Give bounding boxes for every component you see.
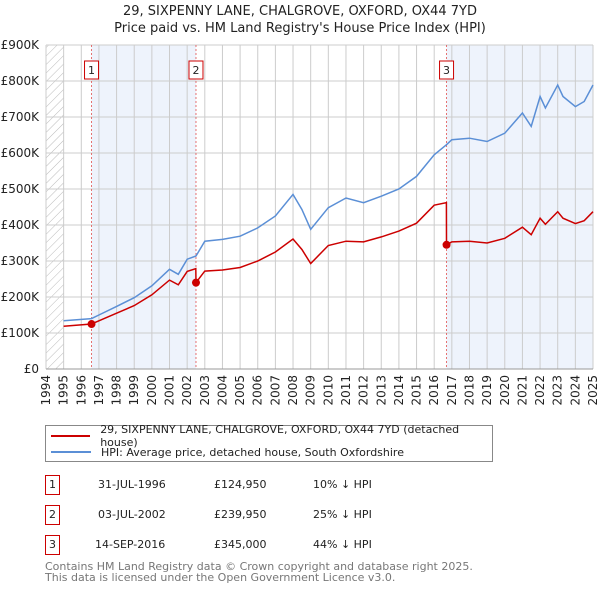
x-tick-label: 2011 xyxy=(339,375,353,406)
sale-date: 03-JUL-2002 xyxy=(98,508,166,521)
sale-number: 1 xyxy=(45,475,60,495)
x-tick-label: 1996 xyxy=(74,375,88,406)
shade-region-3-end xyxy=(446,45,593,369)
x-tick-label: 2001 xyxy=(163,375,177,406)
x-tick-label: 1999 xyxy=(127,375,141,406)
sale-label-box xyxy=(84,60,100,80)
x-tick-label: 2003 xyxy=(198,375,212,406)
sale-point xyxy=(87,320,96,329)
chart-title: 29, SIXPENNY LANE, CHALGROVE, OXFORD, OX… xyxy=(122,4,477,19)
footer-licence: This data is licensed under the Open Gov… xyxy=(45,571,396,584)
sale-price: £124,950 xyxy=(214,478,267,491)
x-tick-label: 1998 xyxy=(110,375,124,406)
x-tick-label: 1994 xyxy=(39,375,53,406)
x-tick-label: 2015 xyxy=(410,375,424,406)
x-tick-label: 2022 xyxy=(533,375,547,406)
x-tick-label: 2006 xyxy=(251,375,265,406)
chart-subtitle: Price paid vs. HM Land Registry's House … xyxy=(114,21,486,36)
legend-item-hpi: HPI: Average price, detached house, Sout… xyxy=(46,444,404,460)
y-tick-label: £600K xyxy=(1,146,41,160)
x-tick-label: 2012 xyxy=(357,375,371,406)
x-tick-label: 2000 xyxy=(145,375,159,406)
sale-date: 31-JUL-1996 xyxy=(98,478,166,491)
series-line xyxy=(63,201,594,327)
legend-swatch-red xyxy=(51,435,91,437)
x-tick-label: 2010 xyxy=(321,375,335,406)
sale-hpi: 10% ↓ HPI xyxy=(313,478,372,491)
x-tick-label: 2019 xyxy=(480,375,494,406)
sale-number: 3 xyxy=(45,535,60,555)
sale-price: £239,950 xyxy=(214,508,267,521)
legend: 29, SIXPENNY LANE, CHALGROVE, OXFORD, OX… xyxy=(45,423,493,462)
x-tick-label: 2004 xyxy=(215,375,229,406)
x-tick-label: 2025 xyxy=(586,375,600,406)
x-tick-label: 2020 xyxy=(498,375,512,406)
x-tick-label: 2016 xyxy=(427,375,441,406)
x-tick-label: 2002 xyxy=(180,375,194,406)
plot-area: 1994 1995 1996 1997 1998 1999 2000 2001 2002 2003… xyxy=(1,38,600,406)
y-tick-label: £800K xyxy=(1,74,41,88)
x-tick-label: 2005 xyxy=(233,375,247,406)
sale-label: 3 xyxy=(443,64,450,77)
y-tick-label: £900K xyxy=(1,38,41,52)
y-tick-label: £700K xyxy=(1,110,41,124)
x-tick-label: 2018 xyxy=(462,375,476,406)
y-tick-label: £0 xyxy=(24,362,39,376)
y-tick-label: £100K xyxy=(1,326,41,340)
x-tick-label: 1997 xyxy=(92,375,106,406)
x-tick-label: 2023 xyxy=(551,375,565,406)
x-tick-label: 2014 xyxy=(392,375,406,406)
x-tick-label: 2017 xyxy=(445,375,459,406)
sale-label: 1 xyxy=(88,64,95,77)
sale-label-box xyxy=(188,60,204,80)
sale-point xyxy=(191,278,200,287)
footer-copyright: Contains HM Land Registry data © Crown c… xyxy=(45,560,473,573)
sale-number: 2 xyxy=(45,505,60,525)
sale-label-box xyxy=(439,60,455,80)
sale-label: 2 xyxy=(192,64,199,77)
x-tick-label: 2013 xyxy=(374,375,388,406)
y-tick-label: £200K xyxy=(1,290,41,304)
legend-label: HPI: Average price, detached house, Sout… xyxy=(101,445,404,459)
y-tick-label: £500K xyxy=(1,182,41,196)
y-tick-label: £400K xyxy=(1,218,41,232)
y-tick-label: £300K xyxy=(1,254,41,268)
legend-label: 29, SIXPENNY LANE, CHALGROVE, OXFORD, OX… xyxy=(100,423,460,449)
sale-hpi: 44% ↓ HPI xyxy=(313,538,372,551)
series-line xyxy=(63,83,594,322)
legend-item-property: 29, SIXPENNY LANE, CHALGROVE, OXFORD, OX… xyxy=(46,423,492,449)
hatched-no-data-region xyxy=(46,45,64,369)
sale-point xyxy=(442,240,451,249)
sale-price: £345,000 xyxy=(214,538,267,551)
x-tick-label: 2024 xyxy=(568,375,582,406)
shade-region-1-2 xyxy=(91,45,196,369)
sale-hpi: 25% ↓ HPI xyxy=(313,508,372,521)
x-tick-label: 2009 xyxy=(304,375,318,406)
x-tick-label: 2008 xyxy=(286,375,300,406)
legend-swatch-blue xyxy=(51,451,91,453)
x-tick-label: 2007 xyxy=(268,375,282,406)
sale-date: 14-SEP-2016 xyxy=(95,538,166,551)
x-tick-label: 2021 xyxy=(515,375,529,406)
x-tick-label: 1995 xyxy=(57,375,71,406)
